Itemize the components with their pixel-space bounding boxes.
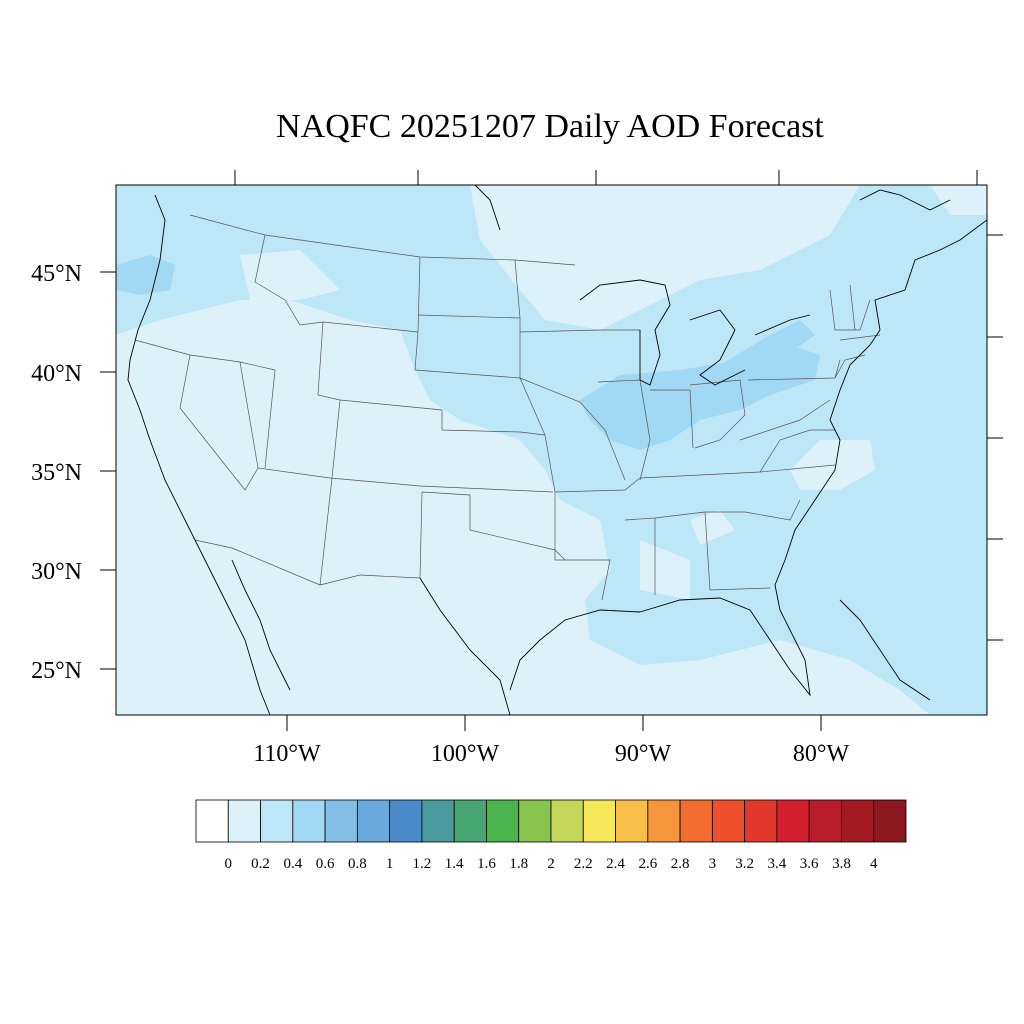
- colorbar-swatch: [841, 799, 875, 843]
- coastlines: [127, 185, 987, 715]
- left-ticks: [100, 271, 116, 670]
- lat-label-45: 45°N: [31, 261, 82, 287]
- colorbar-label: 3.4: [768, 856, 787, 872]
- lat-label-30: 30°N: [31, 559, 82, 585]
- colorbar-swatch: [615, 799, 649, 843]
- aod-band-0.2-0.4: [116, 185, 987, 715]
- lat-label-35: 35°N: [31, 460, 82, 486]
- map-title: NAQFC 20251207 Daily AOD Forecast: [276, 108, 824, 145]
- colorbar-swatch: [227, 799, 261, 843]
- lat-label-25: 25°N: [31, 658, 82, 684]
- colorbar-swatch: [389, 799, 423, 843]
- colorbar-label: 1.4: [445, 856, 464, 872]
- colorbar-label: 3: [709, 856, 717, 872]
- colorbar-swatch: [647, 799, 681, 843]
- colorbar-swatch: [453, 799, 487, 843]
- colorbar-swatch: [486, 799, 520, 843]
- colorbar-swatch: [195, 799, 229, 843]
- colorbar-swatch: [808, 799, 842, 843]
- colorbar-label: 1: [386, 856, 394, 872]
- colorbar-swatch: [582, 799, 616, 843]
- latitude-labels: 45°N 40°N 35°N 30°N 25°N: [31, 261, 82, 684]
- bottom-ticks: [286, 715, 822, 731]
- colorbar-label: 2.2: [574, 856, 593, 872]
- colorbar-swatch: [518, 799, 552, 843]
- lon-label-90w: 90°W: [615, 741, 672, 767]
- colorbar-label: 1.8: [509, 856, 528, 872]
- colorbar-swatch: [292, 799, 326, 843]
- colorbar-swatch: [356, 799, 391, 843]
- colorbar-label: 2.8: [671, 856, 690, 872]
- aod-field: [116, 185, 987, 715]
- aod-band-0.4-0.6: [116, 255, 820, 450]
- colorbar-label: 1.2: [413, 856, 432, 872]
- colorbar-label: 3.2: [735, 856, 754, 872]
- colorbar-label: 2.4: [606, 856, 625, 872]
- lat-label-40: 40°N: [31, 361, 82, 387]
- colorbar-label: 3.6: [800, 856, 819, 872]
- colorbar-swatch: [776, 799, 810, 843]
- colorbar: 0 0.2 0.4 0.6 0.8 1 1.2 1.4 1.6 1.8 2 2.2 2.4 2.6 2.8 3…: [195, 799, 907, 872]
- colorbar-swatch: [744, 799, 778, 843]
- longitude-labels: 110°W 100°W 90°W 80°W: [253, 741, 849, 767]
- colorbar-swatch: [711, 799, 746, 843]
- colorbar-label: 0.6: [316, 856, 335, 872]
- colorbar-label: 0: [225, 856, 233, 872]
- colorbar-swatch: [679, 799, 713, 843]
- colorbar-label: 0.8: [348, 856, 367, 872]
- lon-label-110w: 110°W: [253, 741, 321, 767]
- colorbar-swatch: [873, 799, 907, 843]
- colorbar-label: 0.2: [251, 856, 270, 872]
- colorbar-label: 2.6: [638, 856, 657, 872]
- colorbar-label: 1.6: [477, 856, 496, 872]
- lon-label-80w: 80°W: [793, 741, 850, 767]
- colorbar-label: 3.8: [832, 856, 851, 872]
- colorbar-label: 4: [870, 856, 878, 872]
- colorbar-swatch: [324, 799, 358, 843]
- top-ticks: [234, 170, 978, 185]
- colorbar-label: 2: [547, 856, 555, 872]
- colorbar-swatch: [260, 799, 294, 843]
- state-boundaries: [134, 214, 881, 601]
- colorbar-label: 0.4: [283, 856, 302, 872]
- colorbar-swatch: [550, 799, 584, 843]
- lon-label-100w: 100°W: [431, 741, 500, 767]
- map-frame: [115, 184, 988, 716]
- colorbar-swatch: [421, 799, 455, 843]
- right-ticks: [987, 234, 1003, 641]
